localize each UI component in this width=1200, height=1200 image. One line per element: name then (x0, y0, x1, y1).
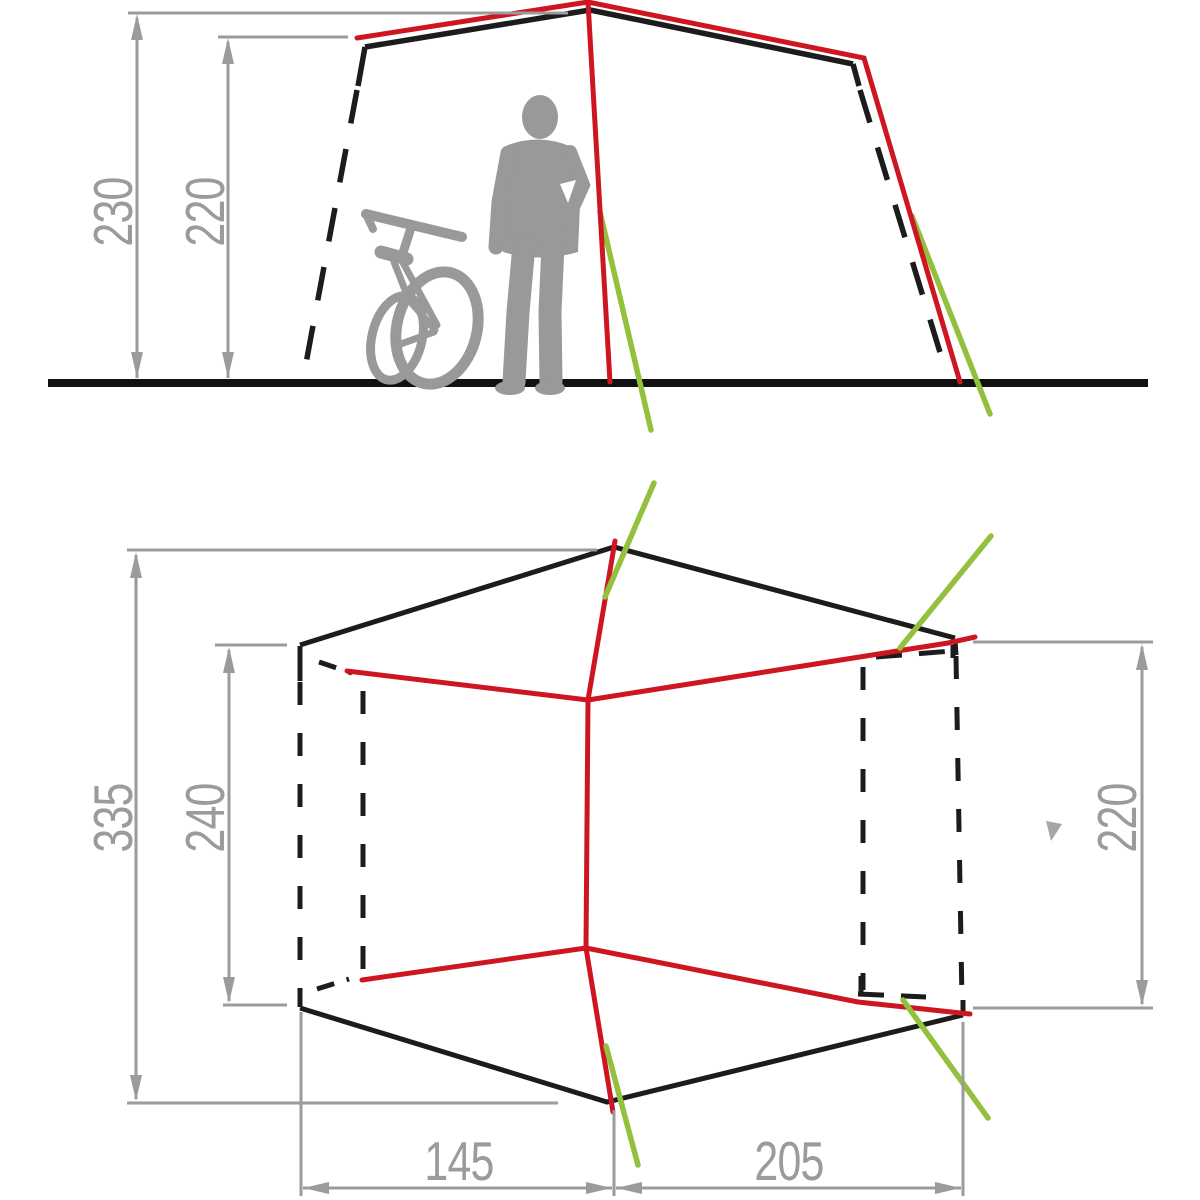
elevation-guy-lines (597, 209, 993, 433)
dim-label-plan-rear-depth: 205 (754, 1130, 824, 1192)
plan-red-frame (344, 538, 978, 1115)
dim-label-elevation-outer-height: 230 (82, 177, 144, 247)
plan-guy-lines (602, 480, 994, 1168)
dim-label-plan-total-length: 335 (82, 783, 144, 853)
ground-line (48, 379, 1148, 387)
dimension-arrowheads (130, 14, 1148, 1194)
dimension-lines (127, 11, 1153, 1196)
elevation-red-frame (354, 0, 963, 385)
dim-label-plan-inner-width: 240 (174, 783, 236, 853)
dim-label-plan-front-depth: 145 (424, 1130, 494, 1192)
dim-label-plan-side-width: 220 (1086, 783, 1148, 853)
dim-label-elevation-inner-height: 220 (174, 177, 236, 247)
person-silhouette (488, 95, 591, 395)
bicycle-silhouette (361, 209, 484, 390)
elevation-tent-outline (301, 7, 949, 375)
plan-inner-dashed-lines (316, 645, 956, 1000)
cursor-artifact (1046, 821, 1062, 841)
